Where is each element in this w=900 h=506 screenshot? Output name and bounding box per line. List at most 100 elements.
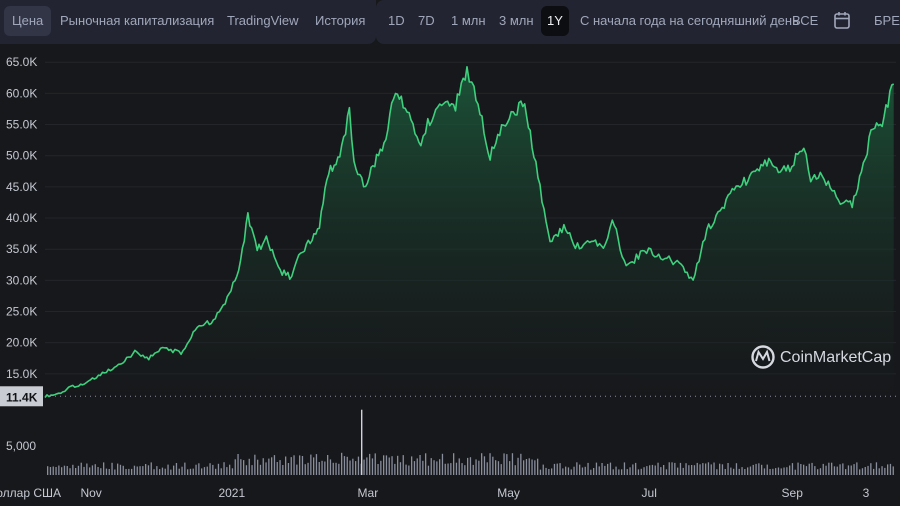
volume-bar (651, 464, 654, 475)
volume-bar (245, 465, 248, 475)
volume-bar (195, 464, 197, 475)
range-1m-button[interactable]: 1 млн (451, 13, 486, 28)
volume-bar (632, 464, 634, 475)
volume-bar (184, 462, 186, 475)
volume-bar (91, 465, 94, 475)
tab-history[interactable]: История (315, 13, 366, 28)
range-custom-button[interactable]: БРЕ (874, 13, 900, 28)
volume-bar (710, 464, 712, 475)
volume-bar (618, 469, 620, 475)
volume-bar (413, 461, 416, 475)
volume-bar (856, 462, 858, 475)
volume-bar (153, 469, 155, 475)
volume-bar (593, 468, 595, 475)
volume-bar (525, 459, 528, 475)
volume-bar (383, 455, 385, 475)
volume-bar (363, 459, 365, 475)
volume-bar (783, 467, 785, 475)
range-1y-button[interactable]: 1Y (541, 6, 569, 36)
volume-bar (777, 467, 780, 475)
volume-bar (257, 459, 259, 475)
volume-bar (733, 468, 735, 475)
volume-bar (279, 460, 281, 475)
volume-bar (436, 461, 438, 475)
volume-bar (682, 467, 684, 475)
range-1d-button[interactable]: 1D (388, 13, 405, 28)
y-tick-label: 45.0K (6, 180, 37, 194)
range-7d-button[interactable]: 7D (418, 13, 435, 28)
volume-bar (243, 460, 245, 475)
calendar-icon[interactable] (834, 11, 850, 29)
volume-bar (296, 464, 298, 475)
volume-bar (453, 453, 455, 475)
volume-bar (497, 461, 500, 475)
volume-bar (755, 463, 757, 475)
range-selector (376, 0, 900, 44)
volume-bar (604, 465, 606, 475)
tab-price[interactable]: Цена (4, 6, 52, 36)
volume-bar (699, 464, 701, 475)
volume-bar (469, 457, 472, 475)
range-3m-button[interactable]: 3 млн (499, 13, 534, 28)
volume-bar (427, 465, 430, 475)
volume-bar (47, 466, 49, 475)
volume-bar (150, 462, 152, 475)
volume-bar (75, 468, 77, 475)
volume-bar (884, 467, 886, 475)
volume-bar (63, 465, 66, 475)
volume-bar (187, 469, 189, 475)
range-ytd-button[interactable]: С начала года на сегодняшний день (580, 13, 799, 28)
volume-bar (472, 464, 474, 475)
volume-bar (637, 469, 640, 475)
volume-bar (332, 462, 334, 475)
volume-bar (685, 463, 687, 475)
volume-bar (859, 469, 861, 475)
y-tick-label: 40.0K (6, 211, 37, 225)
volume-bar (635, 462, 637, 475)
volume-bar (374, 453, 376, 475)
volume-bar (836, 466, 838, 475)
volume-bar (290, 457, 292, 475)
coinmarketcap-logo: CoinMarketCap (751, 345, 891, 369)
volume-bar (240, 459, 242, 475)
volume-bar (349, 460, 351, 475)
volume-bar (119, 464, 122, 475)
volume-bar (89, 467, 91, 475)
volume-bar (318, 462, 320, 475)
volume-bar (551, 468, 553, 475)
x-tick-label: May (497, 486, 520, 500)
volume-bar (447, 463, 449, 475)
volume-bar (705, 463, 707, 475)
volume-bar (514, 465, 516, 475)
volume-bar (229, 464, 231, 475)
volume-bar (52, 466, 54, 475)
tab-tradingview[interactable]: TradingView (227, 13, 299, 28)
x-tick-label: Sep (782, 486, 804, 500)
volume-bar (674, 462, 676, 475)
volume-bar (730, 467, 732, 475)
volume-bar (808, 463, 810, 475)
volume-bar (181, 466, 183, 475)
volume-bar (654, 465, 656, 475)
volume-bar (607, 463, 609, 475)
volume-bar (738, 468, 740, 475)
volume-bar (439, 459, 441, 475)
volume-bar (769, 469, 771, 475)
volume-bar (248, 458, 250, 475)
volume-bar (517, 457, 519, 475)
x-tick-label: Mar (358, 486, 379, 500)
range-all-button[interactable]: ВСЕ (792, 13, 819, 28)
volume-bar (422, 460, 424, 475)
price-area (45, 66, 894, 406)
x-tick-label: Jul (642, 486, 657, 500)
volume-bar (612, 469, 614, 475)
volume-bar (268, 458, 270, 475)
tab-market-cap[interactable]: Рыночная капитализация (60, 13, 215, 28)
volume-bar (265, 462, 267, 475)
volume-bar (864, 467, 866, 475)
volume-bar (226, 467, 228, 475)
volume-bar (335, 462, 337, 475)
volume-bar (724, 469, 726, 475)
volume-bar (72, 464, 74, 475)
volume-bar (391, 456, 393, 475)
